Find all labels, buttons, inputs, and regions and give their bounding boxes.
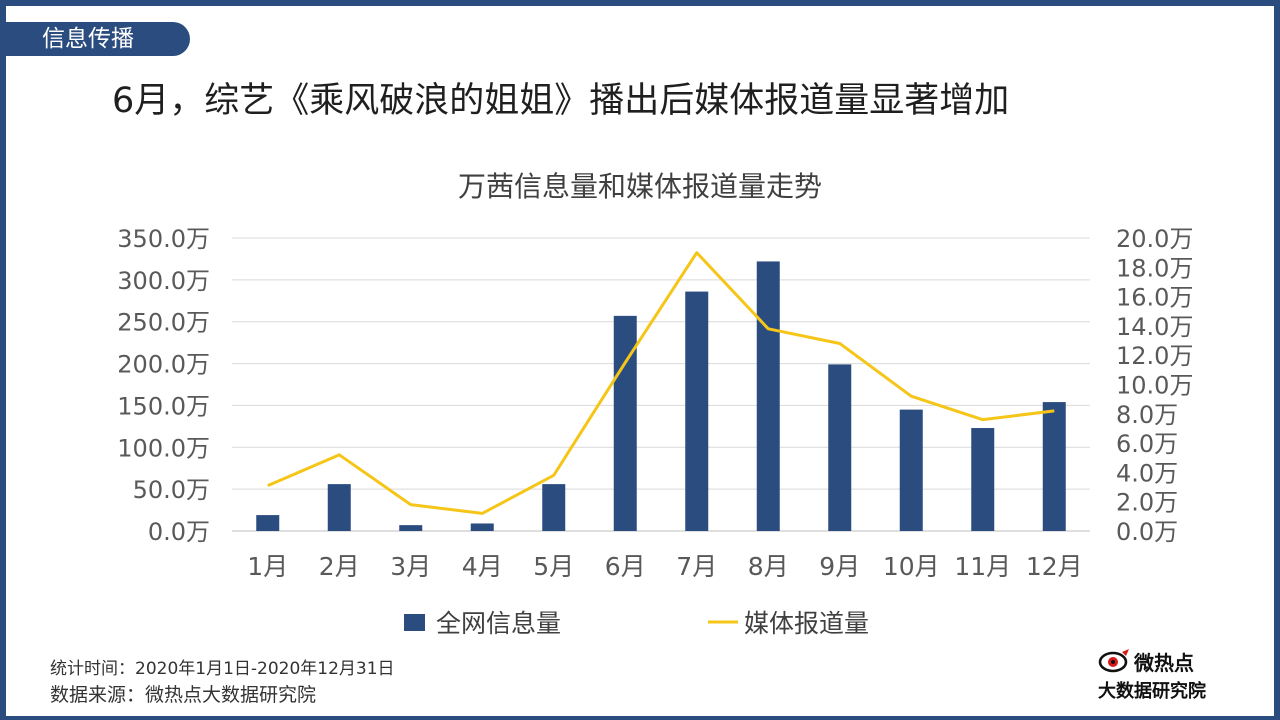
- bar: [399, 525, 423, 531]
- bar: [685, 291, 709, 531]
- series-line: [267, 251, 1055, 515]
- left-tick-label: 200.0万: [117, 351, 210, 379]
- right-tick-label: 20.0万: [1116, 225, 1193, 253]
- footer-data-source: 数据来源：微热点大数据研究院: [50, 684, 317, 706]
- line-layer: [267, 251, 1055, 515]
- left-tick-label: 250.0万: [117, 309, 210, 337]
- right-tick-label: 6.0万: [1116, 430, 1178, 458]
- x-tick-label: 6月: [605, 552, 646, 581]
- x-tick-label: 8月: [748, 552, 789, 581]
- x-axis: 1月 2月 3月 4月 5月 6月 7月 8月 9月 10月 11月 12月: [247, 552, 1082, 581]
- headline: 6月，综艺《乘风破浪的姐姐》播出后媒体报道量显著增加: [112, 81, 1010, 121]
- footer-stat-time: 统计时间：2020年1月1日-2020年12月31日: [50, 659, 395, 679]
- x-tick-label: 3月: [390, 552, 431, 581]
- bar: [327, 484, 351, 531]
- bar: [542, 484, 566, 531]
- x-tick-label: 2月: [319, 552, 360, 581]
- logo-subtitle: 大数据研究院: [1098, 681, 1206, 702]
- right-tick-label: 8.0万: [1116, 401, 1178, 429]
- left-tick-label: 100.0万: [117, 434, 210, 462]
- left-tick-label: 150.0万: [117, 392, 210, 420]
- right-tick-label: 14.0万: [1116, 313, 1193, 341]
- left-tick-label: 300.0万: [117, 267, 210, 295]
- bar: [899, 409, 923, 531]
- chart-title: 万茜信息量和媒体报道量走势: [458, 170, 822, 203]
- left-tick-label: 350.0万: [117, 225, 210, 253]
- bar: [971, 428, 995, 531]
- logo-name: 微热点: [1134, 650, 1194, 675]
- right-axis: 0.0万2.0万4.0万6.0万8.0万10.0万12.0万14.0万16.0万…: [1116, 225, 1193, 546]
- grid-layer: [232, 237, 1090, 532]
- x-tick-label: 1月: [247, 552, 288, 581]
- bar: [470, 523, 494, 531]
- right-tick-label: 4.0万: [1116, 459, 1178, 487]
- x-tick-label: 5月: [533, 552, 574, 581]
- x-tick-label: 12月: [1026, 552, 1083, 581]
- right-tick-label: 18.0万: [1116, 254, 1193, 282]
- right-tick-label: 0.0万: [1116, 518, 1178, 546]
- x-tick-label: 9月: [819, 552, 860, 581]
- bar: [1042, 402, 1066, 531]
- legend-line-label: 媒体报道量: [744, 609, 869, 638]
- bar: [256, 515, 280, 531]
- legend-bar-swatch: [404, 614, 425, 631]
- left-tick-label: 0.0万: [148, 518, 210, 546]
- right-tick-label: 10.0万: [1116, 372, 1193, 400]
- legend: 全网信息量 媒体报道量: [404, 609, 869, 638]
- logo: 微热点 大数据研究院: [1098, 646, 1238, 702]
- left-axis: 0.0万 50.0万 100.0万 150.0万 200.0万 250.0万 300.0万 3…: [117, 225, 210, 546]
- bar: [828, 364, 852, 531]
- right-tick-label: 2.0万: [1116, 489, 1178, 517]
- x-tick-label: 7月: [676, 552, 717, 581]
- right-tick-label: 12.0万: [1116, 342, 1193, 370]
- right-tick-label: 16.0万: [1116, 284, 1193, 312]
- bar: [756, 261, 780, 531]
- legend-bar-label: 全网信息量: [436, 609, 561, 638]
- section-tag: 信息传播: [6, 22, 190, 56]
- left-tick-label: 50.0万: [133, 476, 210, 504]
- x-tick-label: 10月: [883, 552, 940, 581]
- x-tick-label: 11月: [954, 552, 1011, 581]
- x-tick-label: 4月: [462, 552, 503, 581]
- bars-layer: [256, 261, 1066, 531]
- eye-icon: [1098, 649, 1129, 673]
